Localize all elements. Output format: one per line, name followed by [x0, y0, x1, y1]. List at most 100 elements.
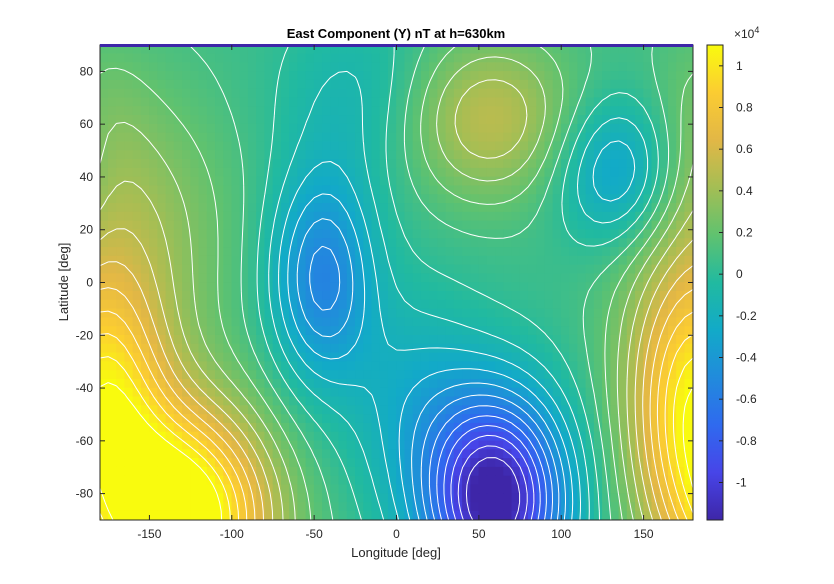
field-cell [140, 255, 150, 266]
field-cell [659, 502, 669, 512]
field-cell [659, 378, 669, 389]
field-cell [420, 159, 430, 169]
field-cell [470, 255, 480, 266]
field-cell [684, 238, 693, 248]
field-cell [198, 159, 208, 169]
field-cell [437, 273, 447, 283]
field-cell [519, 405, 529, 415]
field-cell [313, 167, 323, 178]
field-cell [453, 106, 463, 116]
field-cell [667, 387, 677, 398]
field-cell [635, 343, 644, 354]
field-cell [322, 361, 331, 371]
field-cell [610, 361, 620, 371]
field-cell [651, 264, 661, 275]
field-cell [100, 247, 109, 257]
field-cell [643, 387, 653, 398]
field-cell [132, 458, 142, 468]
field-cell [173, 475, 183, 486]
field-cell [289, 132, 298, 143]
field-cell [346, 466, 356, 477]
field-cell [602, 484, 611, 494]
field-cell [560, 370, 570, 380]
field-cell [231, 466, 241, 477]
field-cell [173, 422, 183, 433]
field-cell [173, 211, 183, 222]
field-cell [272, 71, 282, 81]
field-cell [297, 150, 307, 160]
field-cell [231, 53, 241, 63]
field-cell [107, 299, 117, 310]
field-cell [495, 510, 504, 520]
field-cell [256, 440, 266, 450]
colorbar-strip [706, 44, 724, 521]
field-cell [676, 79, 686, 90]
field-cell [355, 176, 364, 187]
field-cell [239, 106, 249, 116]
field-cell [659, 194, 669, 204]
field-cell [429, 361, 438, 371]
field-cell [560, 361, 570, 371]
contour-line [100, 261, 693, 520]
field-cell [387, 510, 397, 520]
field-cell [651, 449, 661, 459]
field-cell [684, 88, 693, 99]
field-cell [486, 431, 496, 442]
field-cell [256, 334, 266, 345]
field-cell [215, 123, 224, 134]
field-cell [322, 194, 331, 204]
field-cell [165, 475, 175, 486]
field-cell [420, 141, 430, 151]
field-cell [684, 396, 693, 406]
field-cell [223, 79, 233, 90]
field-cell [593, 106, 603, 116]
field-cell [182, 238, 191, 248]
field-cell [453, 414, 463, 424]
field-cell [437, 291, 447, 301]
field-cell [503, 361, 513, 371]
field-cell [667, 220, 677, 231]
field-cell [643, 132, 653, 143]
field-cell [223, 255, 233, 266]
field-cell [297, 291, 307, 301]
field-cell [470, 185, 480, 195]
field-cell [256, 387, 266, 398]
field-cell [519, 510, 529, 520]
field-cell [305, 132, 315, 143]
field-cell [684, 361, 693, 371]
field-cell [527, 185, 537, 195]
field-cell [264, 317, 274, 327]
field-cell [215, 132, 224, 143]
field-cell [346, 132, 356, 143]
field-cell [107, 238, 117, 248]
field-cell [462, 405, 471, 415]
field-cell [280, 378, 290, 389]
field-cell [371, 378, 381, 389]
field-cell [560, 115, 570, 125]
field-cell [470, 167, 480, 178]
field-cell [527, 458, 537, 468]
field-cell [107, 396, 117, 406]
field-cell [132, 123, 142, 134]
field-cell [560, 458, 570, 468]
field-cell [560, 71, 570, 81]
field-cell [560, 431, 570, 442]
field-cell [503, 203, 513, 213]
field-cell [338, 97, 348, 107]
field-cell [667, 97, 677, 107]
field-cell [626, 45, 636, 55]
field-cell [157, 45, 167, 55]
field-cell [585, 343, 595, 354]
field-cell [626, 97, 636, 107]
field-cell [107, 361, 117, 371]
field-cell [387, 255, 397, 266]
field-cell [379, 414, 389, 424]
field-cell [206, 431, 216, 442]
field-cell [511, 449, 521, 459]
field-cell [626, 150, 636, 160]
field-cell [651, 150, 661, 160]
field-cell [569, 176, 578, 187]
field-cell [247, 229, 257, 239]
field-cell [239, 299, 249, 310]
field-cell [215, 45, 224, 55]
